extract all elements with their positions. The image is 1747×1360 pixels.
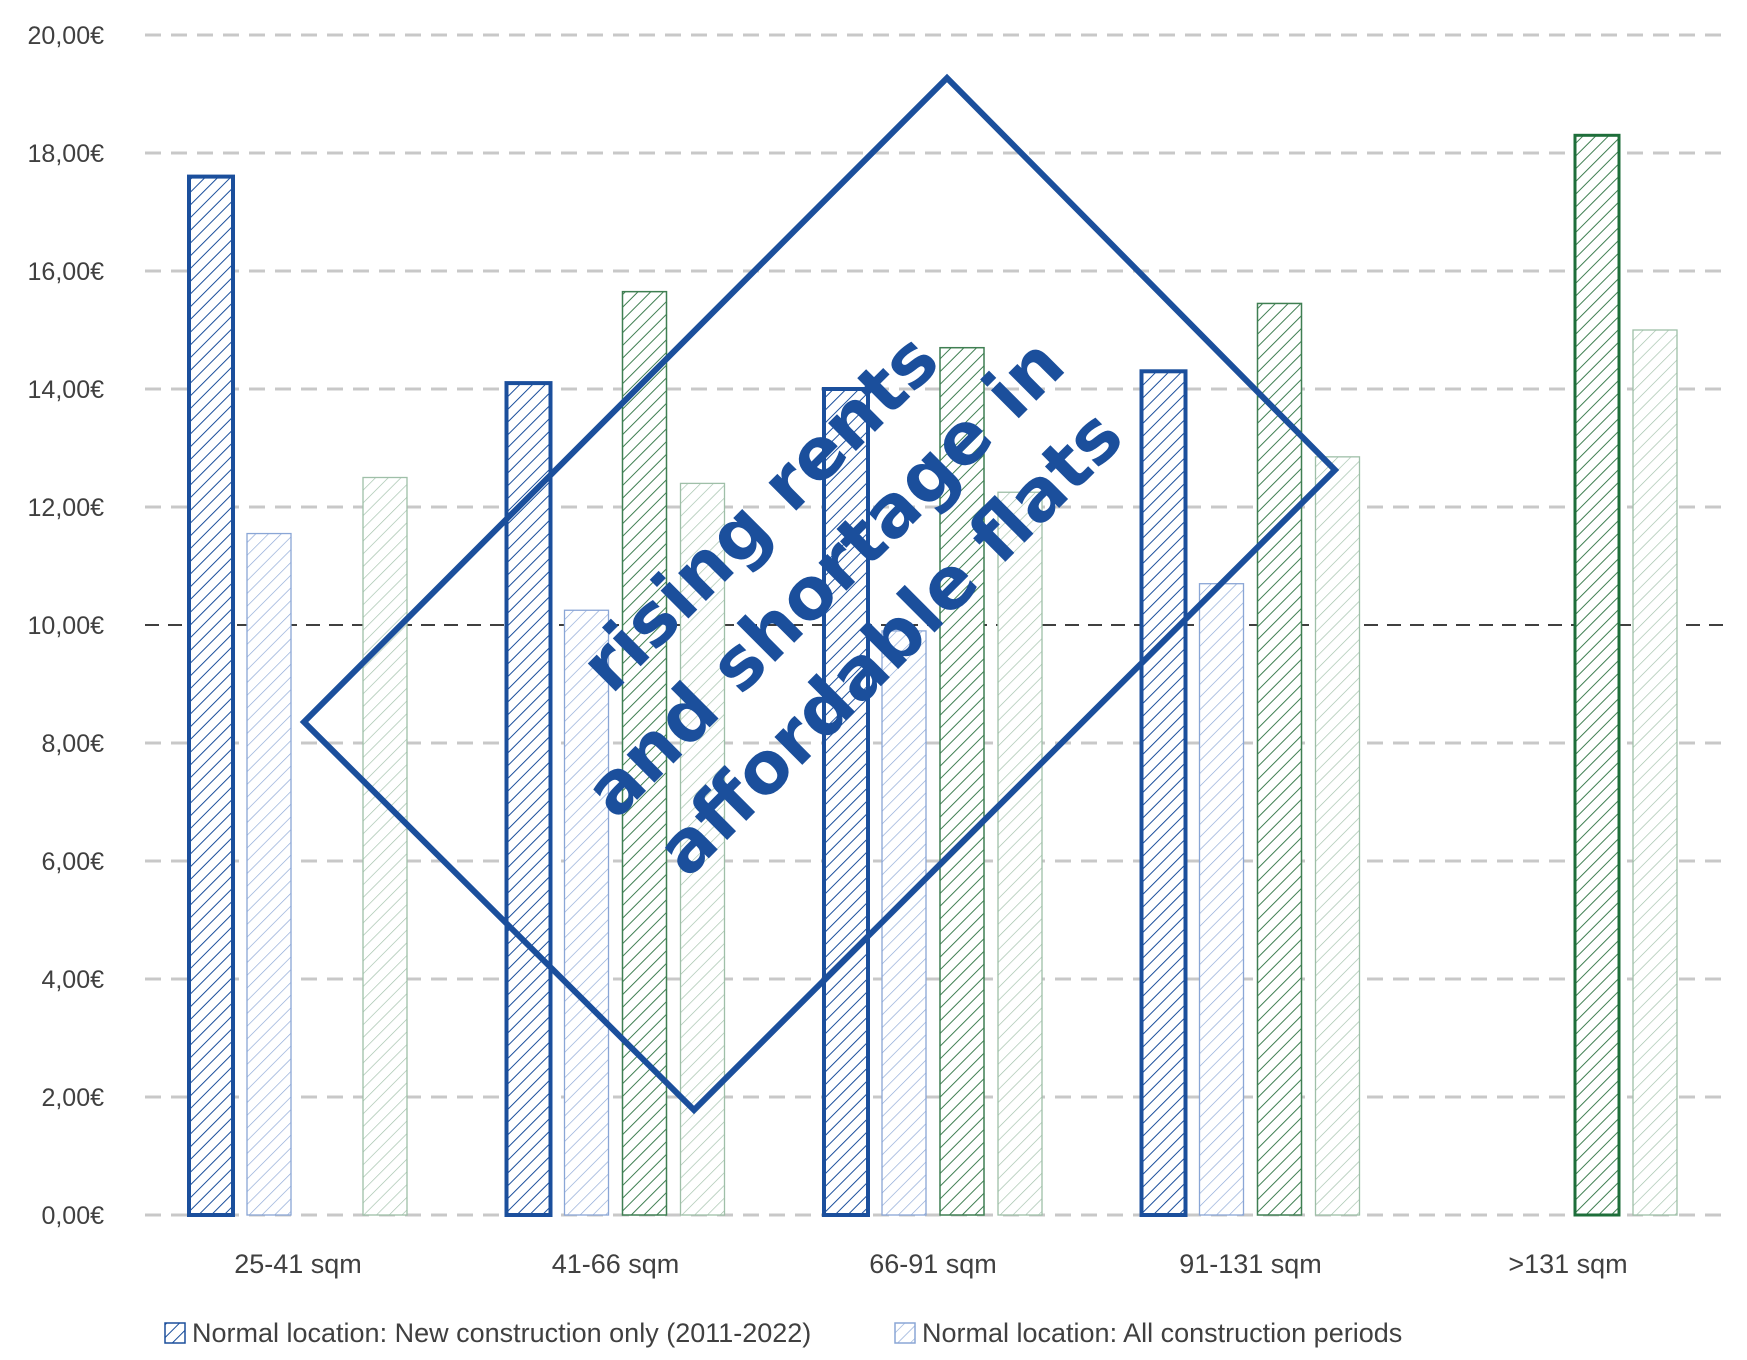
legend: Normal location: New construction only (… (164, 1318, 1402, 1348)
bar (822, 387, 870, 1217)
legend-label-all-periods: Normal location: All construction period… (922, 1318, 1402, 1348)
x-category-label: >131 sqm (1508, 1249, 1627, 1279)
bar (1256, 302, 1303, 1216)
x-category-label: 25-41 sqm (234, 1249, 362, 1279)
bar (187, 174, 235, 1218)
bar (1632, 329, 1678, 1216)
bar (1198, 583, 1245, 1216)
y-tick-label: 20,00€ (28, 22, 105, 50)
x-category-label: 41-66 sqm (552, 1249, 680, 1279)
legend-swatch-all-periods (894, 1322, 916, 1344)
bar (881, 630, 927, 1216)
x-axis-categories: 25-41 sqm 41-66 sqm 66-91 sqm 91-131 sqm >13… (234, 1249, 1627, 1279)
x-category-label: 91-131 sqm (1179, 1249, 1322, 1279)
y-tick-label: 8,00€ (41, 730, 104, 758)
bar (362, 476, 408, 1216)
legend-swatch-new-construction (164, 1322, 186, 1344)
y-tick-label: 6,00€ (41, 848, 104, 876)
y-tick-label: 18,00€ (28, 140, 105, 168)
y-tick-label: 10,00€ (28, 612, 105, 640)
bar (1573, 133, 1621, 1217)
bar (563, 609, 610, 1216)
gridlines (145, 33, 1730, 1217)
legend-label-new-construction: Normal location: New construction only (… (192, 1318, 811, 1348)
bars (187, 133, 1678, 1218)
y-tick-label: 2,00€ (41, 1084, 104, 1112)
y-tick-label: 14,00€ (28, 376, 105, 404)
stamp-diamond (299, 73, 1340, 1115)
y-axis-ticks: 0,00€ 2,00€ 4,00€ 6,00€ 8,00€ 10,00€ 12,00€ 14,… (28, 22, 105, 1230)
bar (997, 491, 1043, 1216)
bar (246, 532, 292, 1216)
y-tick-label: 4,00€ (41, 966, 104, 994)
x-category-label: 66-91 sqm (869, 1249, 997, 1279)
bar (679, 482, 726, 1216)
y-tick-label: 16,00€ (28, 258, 105, 286)
y-tick-label: 0,00€ (41, 1202, 104, 1230)
bar (504, 381, 553, 1218)
y-tick-label: 12,00€ (28, 494, 105, 522)
bar (1139, 369, 1188, 1217)
bar (939, 346, 985, 1216)
bar (1314, 456, 1361, 1216)
